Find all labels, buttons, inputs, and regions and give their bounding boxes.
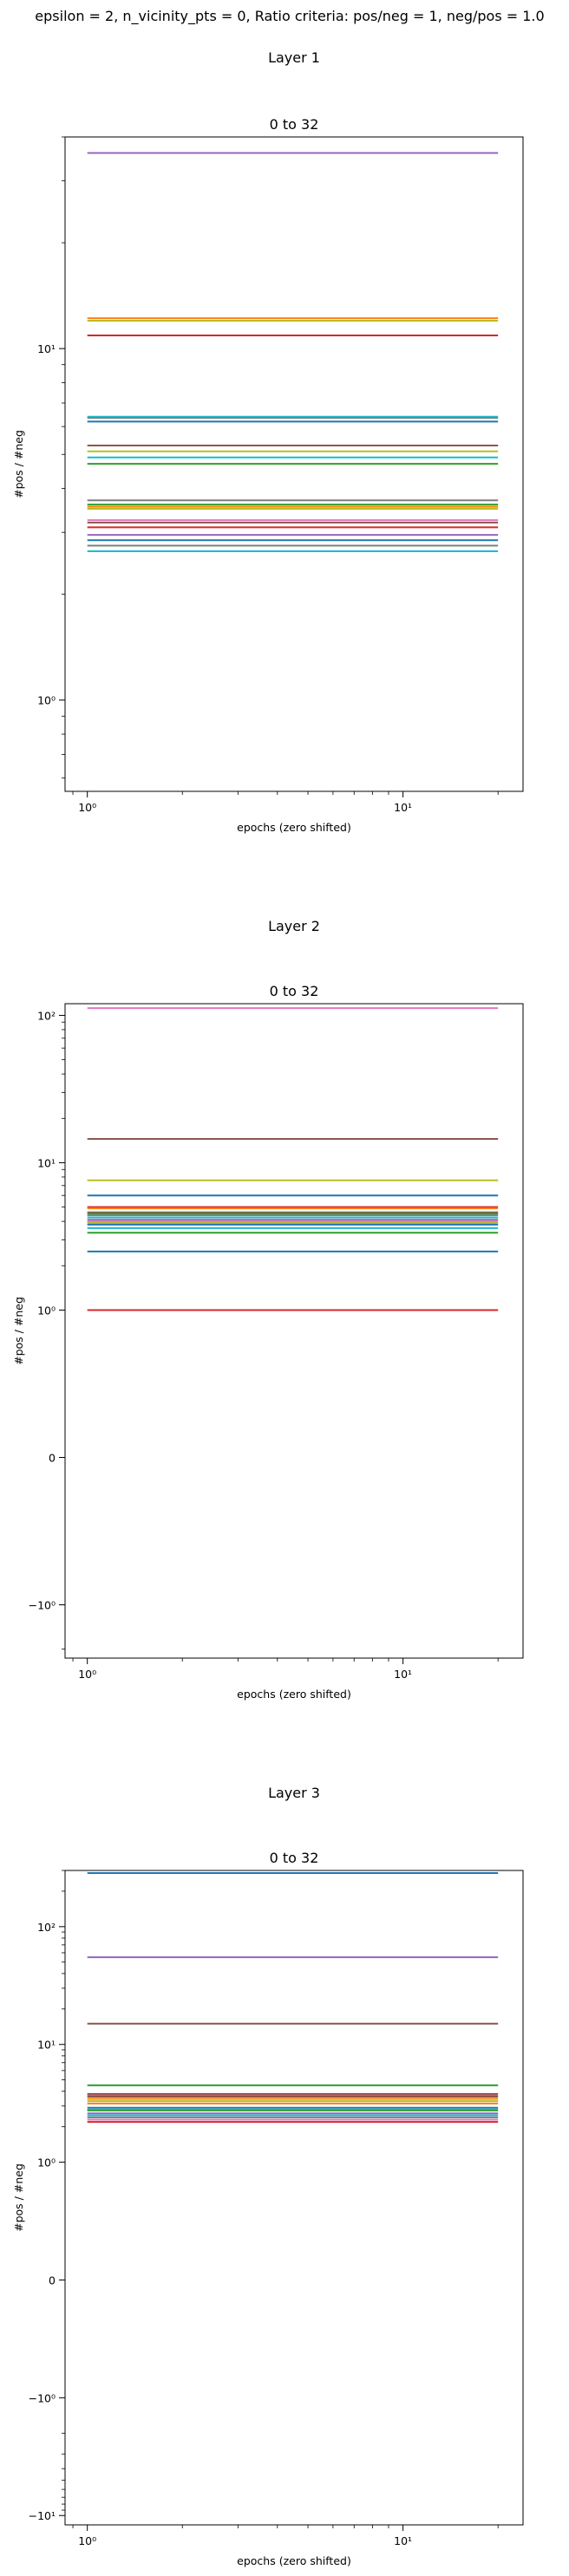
y-tick-label: 10¹ [37, 342, 56, 355]
axes-title: 0 to 32 [270, 983, 319, 999]
axes-title: 0 to 32 [270, 1850, 319, 1866]
layer-title: Layer 1 [268, 49, 320, 66]
series-group [87, 1007, 499, 1311]
x-tick-label: 10¹ [394, 801, 412, 814]
y-tick-label: 0 [49, 1451, 56, 1464]
y-axis-label: #pos / #neg [12, 1297, 25, 1365]
axes-frame [64, 136, 524, 792]
chart-panel-2: Layer 2 0 to 32 10⁰ 10¹ 10² 10¹ 10⁰ 0 −10⁰ epochs… [12, 918, 524, 1701]
x-tick-label: 10¹ [394, 2534, 412, 2547]
y-tick-label: −10¹ [29, 2509, 56, 2522]
figure-suptitle: epsilon = 2, n_vicinity_pts = 0, Ratio c… [35, 8, 544, 25]
chart-panel-3: Layer 3 0 to 32 10⁰ 10¹ 10² 10¹ 10⁰ 0 −10⁰ −10¹ ep… [12, 1785, 524, 2567]
axes-frame [64, 1003, 524, 1659]
y-tick-label: −10⁰ [29, 1599, 56, 1612]
y-tick-label: 10¹ [37, 2039, 56, 2052]
panels: Layer 1 0 to 32 10⁰ 10¹ 10⁰ 10¹ epochs (zero s… [12, 49, 524, 2567]
y-axis-label: #pos / #neg [12, 2163, 25, 2232]
layer-title: Layer 3 [268, 1785, 320, 1801]
x-tick-label: 10¹ [394, 1668, 412, 1681]
y-tick-label: 10² [37, 1921, 56, 1934]
axes-title: 0 to 32 [270, 116, 319, 133]
x-axis-label: epochs (zero shifted) [237, 821, 351, 834]
layer-title: Layer 2 [268, 918, 320, 934]
y-tick-label: 10⁰ [37, 694, 56, 707]
x-axis-label: epochs (zero shifted) [237, 2554, 351, 2567]
x-tick-label: 10⁰ [78, 2534, 96, 2547]
series-group [87, 1872, 499, 2124]
y-tick-label: 0 [49, 2274, 56, 2287]
y-tick-label: 10⁰ [37, 1304, 56, 1317]
y-axis-label: #pos / #neg [12, 430, 25, 498]
y-tick-label: −10⁰ [29, 2391, 56, 2404]
x-tick-label: 10⁰ [78, 801, 96, 814]
y-tick-label: 10² [37, 1009, 56, 1022]
series-group [87, 152, 499, 553]
axes-frame [64, 1870, 524, 2526]
chart-panel-1: Layer 1 0 to 32 10⁰ 10¹ 10⁰ 10¹ epochs (zero s… [12, 49, 524, 834]
x-tick-label: 10⁰ [78, 1668, 96, 1681]
y-tick-label: 10⁰ [37, 2156, 56, 2169]
y-tick-label: 10¹ [37, 1156, 56, 1169]
x-axis-label: epochs (zero shifted) [237, 1688, 351, 1701]
